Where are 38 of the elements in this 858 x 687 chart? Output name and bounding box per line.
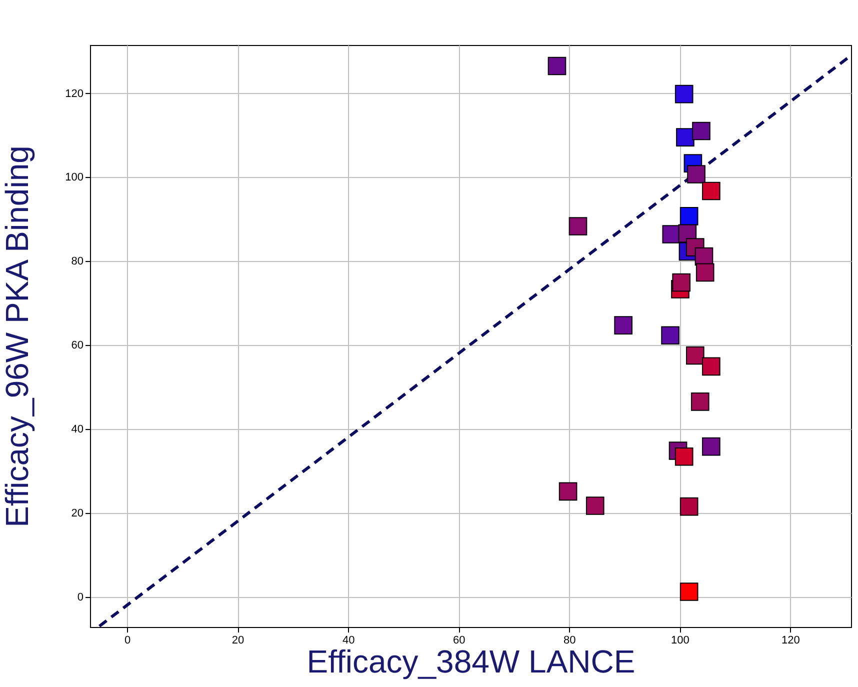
point xyxy=(702,182,720,200)
x-tick-label: 60 xyxy=(452,634,466,646)
point xyxy=(686,346,704,365)
x-tick-label: 40 xyxy=(342,634,355,646)
point xyxy=(680,207,698,226)
point xyxy=(674,447,694,466)
point xyxy=(692,122,710,140)
y-axis-title: Efficacy_96W PKA Binding xyxy=(0,146,36,528)
point xyxy=(674,84,694,104)
point xyxy=(690,392,710,411)
point xyxy=(548,56,566,76)
x-tick-label: 0 xyxy=(124,634,131,646)
point xyxy=(558,482,578,501)
point xyxy=(680,582,698,601)
point xyxy=(676,128,694,146)
point xyxy=(702,357,720,376)
x-tick-label: 100 xyxy=(671,634,690,646)
point xyxy=(696,263,714,282)
x-tick-label: 20 xyxy=(232,634,244,646)
point xyxy=(702,437,720,456)
y-tick-label: 20 xyxy=(71,507,84,520)
point xyxy=(672,273,690,292)
x-tick-label: 80 xyxy=(564,634,576,646)
point xyxy=(661,326,680,345)
point xyxy=(662,225,681,244)
y-tick-label: 120 xyxy=(65,88,84,100)
y-tick-label: 60 xyxy=(71,340,84,352)
y-tick-label: 0 xyxy=(77,591,84,604)
y-tick-label: 100 xyxy=(65,172,84,184)
y-tick-label: 80 xyxy=(71,256,84,268)
point xyxy=(680,497,698,516)
point xyxy=(687,165,706,184)
point xyxy=(568,217,588,236)
x-axis-title: Efficacy_384W LANCE xyxy=(306,644,636,680)
x-tick-label: 120 xyxy=(782,634,800,646)
point xyxy=(614,316,632,334)
y-tick-label: 40 xyxy=(71,423,84,436)
point xyxy=(586,496,604,515)
